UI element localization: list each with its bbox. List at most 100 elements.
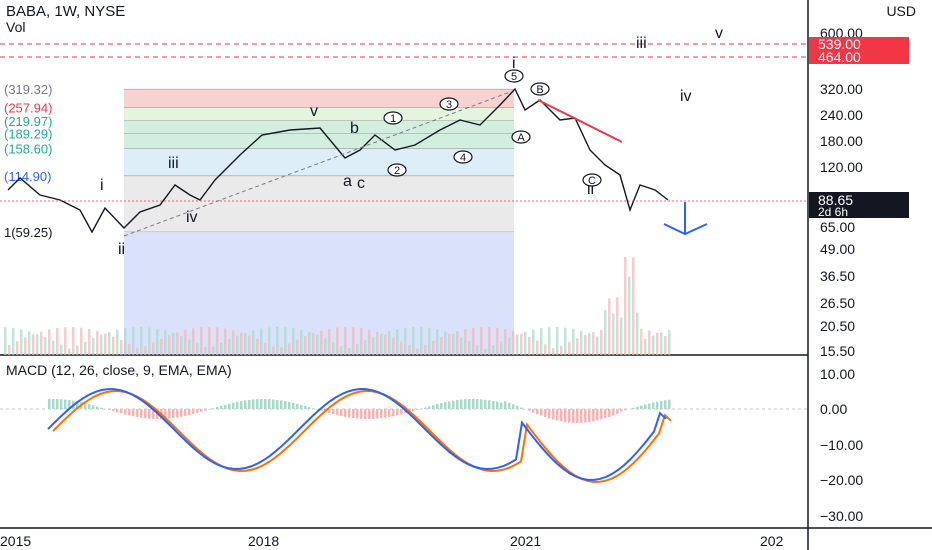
macd-histogram-bar — [428, 406, 431, 409]
volume-bar — [564, 327, 567, 355]
volume-bar — [416, 348, 419, 355]
red-trendline — [537, 99, 623, 143]
macd-histogram-bar — [584, 409, 587, 423]
circled-wave-marker — [453, 150, 473, 164]
fib-zone — [124, 120, 514, 134]
wave-label: i — [512, 55, 516, 72]
volume-bar — [520, 333, 523, 355]
wave-label: ii — [118, 241, 125, 258]
price-tick: 65.00 — [820, 219, 855, 235]
wave-label: c — [357, 175, 365, 192]
macd-histogram-bar — [332, 409, 335, 415]
volume-bar — [104, 333, 107, 355]
volume-bar — [464, 329, 467, 355]
macd-histogram-bar — [128, 409, 131, 416]
volume-label: Vol — [6, 19, 26, 35]
macd-histogram-bar — [616, 409, 619, 415]
macd-histogram-bar — [96, 406, 99, 409]
macd-histogram-bar — [228, 403, 231, 409]
last-price-text: 88.65 — [818, 192, 853, 208]
volume-bar — [504, 329, 507, 355]
volume-bar — [292, 328, 295, 355]
macd-tick: −10.00 — [820, 437, 863, 453]
circled-wave-label: B — [536, 84, 543, 96]
circled-wave-marker — [439, 97, 459, 111]
volume-bar — [208, 327, 211, 355]
macd-histogram-bar — [52, 399, 55, 409]
macd-histogram-bar — [256, 399, 259, 409]
volume-bar — [336, 327, 339, 355]
fib-label: (114.90) — [4, 169, 51, 184]
macd-histogram-bar — [164, 409, 167, 419]
macd-histogram-bar — [196, 409, 199, 413]
wave-label: iii — [636, 35, 647, 52]
circled-wave-marker — [387, 163, 407, 177]
macd-histogram-bar — [392, 409, 395, 417]
volume-bar — [536, 340, 539, 355]
volume-bar — [444, 331, 447, 355]
volume-bar — [488, 327, 491, 355]
wave-label: ii — [587, 181, 594, 198]
volume-bar — [604, 309, 607, 355]
volume-bar — [236, 335, 239, 355]
macd-histogram-bar — [292, 402, 295, 409]
resistance-tag-text: 539.00 — [818, 36, 861, 52]
macd-histogram-bar — [640, 405, 643, 409]
macd-histogram-bar — [472, 399, 475, 409]
volume-bar — [404, 327, 407, 355]
macd-histogram-bar — [520, 407, 523, 409]
volume-bar — [76, 345, 79, 355]
volume-bar — [668, 330, 671, 355]
volume-bar — [144, 346, 147, 355]
volume-bar — [44, 337, 47, 355]
macd-histogram-bar — [200, 409, 203, 412]
circled-wave-label: 2 — [394, 165, 400, 177]
volume-bar — [368, 329, 371, 355]
macd-histogram-bar — [248, 399, 251, 409]
macd-histogram-bar — [592, 409, 595, 422]
volume-bar — [56, 327, 59, 355]
macd-histogram-bar — [608, 409, 611, 418]
macd-histogram-bar — [284, 401, 287, 409]
volume-bar — [460, 337, 463, 355]
macd-histogram-bar — [272, 399, 275, 409]
volume-bar — [544, 344, 547, 355]
volume-bar — [168, 335, 171, 355]
volume-bar — [548, 327, 551, 355]
macd-histogram-bar — [152, 409, 155, 419]
macd-histogram-bar — [576, 409, 579, 423]
macd-histogram-bar — [564, 409, 567, 423]
macd-histogram-bar — [252, 399, 255, 409]
macd-histogram-bar — [344, 409, 347, 417]
volume-bar — [448, 334, 451, 355]
volume-bar — [388, 331, 391, 355]
macd-tick: −30.00 — [820, 508, 863, 524]
volume-bar — [112, 336, 115, 355]
macd-histogram-bar — [148, 409, 151, 419]
volume-bar — [116, 329, 119, 355]
volume-bar — [440, 337, 443, 355]
macd-histogram-bar — [652, 402, 655, 409]
time-tick: 2018 — [248, 533, 279, 549]
volume-bar — [84, 341, 87, 355]
volume-bar — [8, 345, 11, 355]
macd-histogram-bar — [540, 409, 543, 416]
price-tick: 180.00 — [820, 133, 863, 149]
macd-histogram-bar — [580, 409, 583, 423]
macd-histogram-bar — [168, 409, 171, 419]
volume-bar — [88, 328, 91, 355]
volume-bar — [136, 347, 139, 355]
volume-bar — [188, 339, 191, 355]
volume-bar — [100, 334, 103, 355]
volume-bar — [288, 343, 291, 355]
volume-bar — [500, 341, 503, 355]
macd-histogram-bar — [552, 409, 555, 420]
volume-bar — [316, 335, 319, 355]
volume-bar — [356, 344, 359, 355]
macd-histogram-bar — [568, 409, 571, 423]
fib-zone — [124, 107, 514, 121]
volume-bar — [160, 338, 163, 355]
wave-label: iii — [168, 155, 179, 172]
resistance-tag — [809, 50, 909, 64]
